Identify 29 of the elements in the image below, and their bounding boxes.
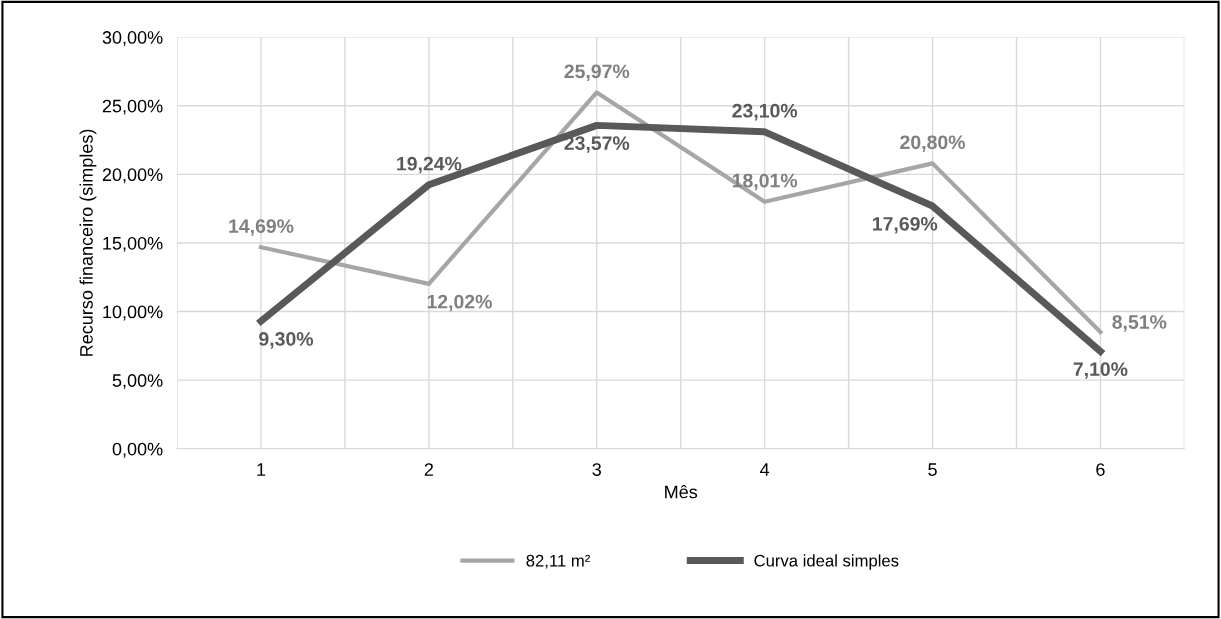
y-tick-label: 5,00%: [112, 374, 163, 390]
y-tick-label: 10,00%: [103, 305, 163, 321]
data-label: 23,57%: [564, 136, 630, 153]
data-label: 12,02%: [427, 294, 492, 312]
x-tick-label: 5: [928, 463, 937, 476]
data-label: 20,80%: [900, 135, 965, 152]
legend-label: 82,11 m²: [526, 554, 590, 569]
x-tick-label: 2: [424, 463, 433, 476]
data-label: 18,01%: [732, 173, 798, 191]
x-axis-title: Mês: [665, 484, 698, 499]
x-tick-label: 1: [257, 463, 266, 476]
x-tick-label: 3: [592, 463, 601, 476]
y-tick-label: 15,00%: [103, 236, 163, 252]
data-label: 9,30%: [259, 332, 314, 349]
data-label: 7,10%: [1073, 362, 1128, 379]
legend-label: Curva ideal simples: [754, 554, 899, 570]
x-tick-label: 4: [760, 463, 770, 476]
y-axis-title: Recurso financeiro (simples): [79, 129, 97, 356]
y-tick-label: 30,00%: [102, 31, 163, 46]
data-label: 19,24%: [397, 156, 462, 174]
data-label: 23,10%: [732, 103, 798, 121]
data-label: 17,69%: [873, 216, 938, 234]
y-tick-label: 25,00%: [102, 99, 163, 115]
y-tick-label: 0,00%: [112, 442, 163, 458]
data-label: 8,51%: [1112, 315, 1167, 332]
x-tick-label: 6: [1096, 463, 1105, 476]
y-tick-label: 20,00%: [102, 168, 163, 184]
data-label: 25,97%: [564, 64, 630, 82]
data-label: 14,69%: [229, 219, 294, 236]
